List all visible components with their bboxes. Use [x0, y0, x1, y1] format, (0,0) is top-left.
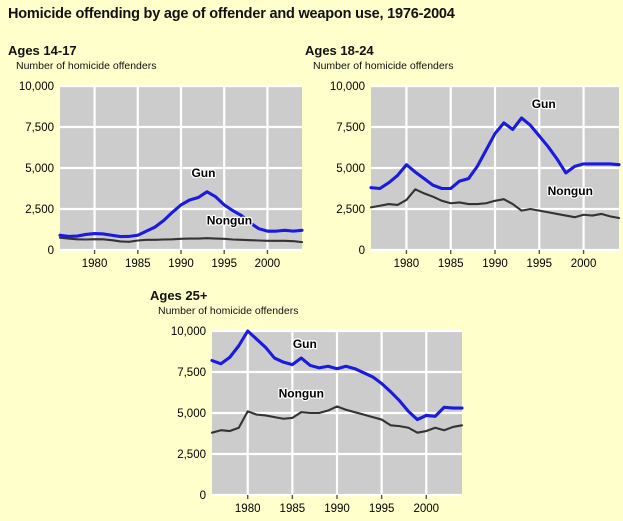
series-annotation-nongun: Nongun [548, 184, 593, 198]
x-axis-tick-label: 1990 [168, 258, 194, 270]
series-line-gun [210, 329, 464, 422]
plot-area-ages-25-plus: 0 2,500 5,000 7,500 10,000 1980 1985 1990 1995 20… [150, 323, 468, 518]
y-axis-tick-label: 0 [48, 245, 54, 257]
y-axis-tick-label: 0 [200, 490, 206, 502]
series-annotation-nongun: Nongun [207, 214, 252, 228]
x-axis-tick-label: 1985 [438, 258, 464, 270]
plot-area-ages-14-17: 0 2,500 5,000 7,500 10,000 1980 1985 1990 1995 20… [0, 78, 305, 273]
y-axis-tick-label: 5,000 [336, 163, 365, 175]
x-axis-tick-label: 1980 [394, 258, 420, 270]
panel-title-ages-18-24: Ages 18-24 [305, 43, 374, 58]
x-axis-tick-label: 2000 [571, 258, 597, 270]
x-axis-tick-label: 1980 [235, 503, 261, 515]
y-axis-tick-label: 7,500 [25, 122, 54, 134]
plot-area-ages-18-24: 0 2,500 5,000 7,500 10,000 1980 1985 1990 1995 20… [305, 78, 623, 273]
x-axis-tick-label: 1985 [125, 258, 151, 270]
y-axis-tick-label: 10,000 [19, 81, 54, 93]
series-annotation-gun: Gun [293, 337, 317, 351]
panel-subtitle-ages-14-17: Number of homicide offenders [16, 60, 157, 72]
x-axis-tick-label: 1990 [482, 258, 508, 270]
panel-subtitle-ages-25-plus: Number of homicide offenders [158, 305, 299, 317]
y-axis-tick-label: 2,500 [177, 449, 206, 461]
x-axis-tick-label: 1995 [211, 258, 237, 270]
x-axis-tick-label: 2000 [255, 258, 281, 270]
series-annotation-gun: Gun [532, 97, 556, 111]
panel-title-ages-14-17: Ages 14-17 [8, 43, 77, 58]
y-axis-tick-label: 0 [359, 245, 365, 257]
y-axis-tick-label: 5,000 [25, 163, 54, 175]
chart-svg-ages-18-24: 0 2,500 5,000 7,500 10,000 1980 1985 1990 1995 20… [330, 81, 621, 270]
chart-svg-ages-25-plus: 0 2,500 5,000 7,500 10,000 1980 1985 1990 1995 20… [171, 326, 464, 515]
series-annotation-nongun: Nongun [279, 386, 324, 400]
series-line-gun [58, 190, 304, 239]
y-axis-tick-label: 7,500 [336, 122, 365, 134]
y-axis-tick-label: 10,000 [171, 326, 206, 338]
y-axis-tick-label: 2,500 [25, 204, 54, 216]
series-line-gun [369, 116, 621, 191]
x-axis-tick-label: 1995 [526, 258, 552, 270]
chart-svg-ages-14-17: 0 2,500 5,000 7,500 10,000 1980 1985 1990 1995 20… [19, 81, 304, 270]
y-axis-tick-label: 2,500 [336, 204, 365, 216]
x-axis-tick-label: 1990 [324, 503, 350, 515]
series-annotation-gun: Gun [191, 166, 215, 180]
panel-title-ages-25-plus: Ages 25+ [150, 288, 208, 303]
series-line-nongun [58, 236, 304, 244]
x-axis-tick-label: 2000 [413, 503, 439, 515]
y-axis-tick-label: 7,500 [177, 367, 206, 379]
series-line-nongun [210, 405, 464, 434]
page-title: Homicide offending by age of offender an… [8, 6, 455, 22]
y-axis-tick-label: 10,000 [330, 81, 365, 93]
series-line-nongun [369, 188, 621, 220]
y-axis-tick-label: 5,000 [177, 408, 206, 420]
x-axis-tick-label: 1995 [369, 503, 395, 515]
panel-subtitle-ages-18-24: Number of homicide offenders [313, 60, 454, 72]
x-axis-tick-label: 1980 [82, 258, 108, 270]
x-axis-tick-label: 1985 [280, 503, 306, 515]
